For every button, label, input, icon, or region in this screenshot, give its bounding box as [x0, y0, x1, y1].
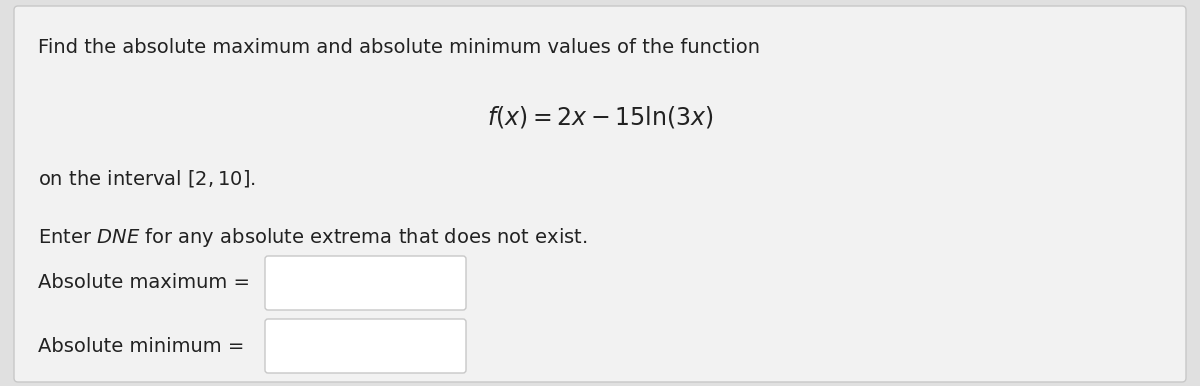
Text: $f(x) = 2x - 15 \ln(3x)$: $f(x) = 2x - 15 \ln(3x)$ — [487, 104, 713, 130]
Text: Find the absolute maximum and absolute minimum values of the function: Find the absolute maximum and absolute m… — [38, 38, 760, 57]
FancyBboxPatch shape — [265, 319, 466, 373]
Text: Absolute minimum =: Absolute minimum = — [38, 337, 245, 356]
Text: Enter $\mathit{DNE}$ for any absolute extrema that does not exist.: Enter $\mathit{DNE}$ for any absolute ex… — [38, 226, 588, 249]
Text: on the interval $[2, 10]$.: on the interval $[2, 10]$. — [38, 168, 256, 189]
FancyBboxPatch shape — [14, 6, 1186, 382]
FancyBboxPatch shape — [265, 256, 466, 310]
Text: Absolute maximum =: Absolute maximum = — [38, 274, 250, 293]
